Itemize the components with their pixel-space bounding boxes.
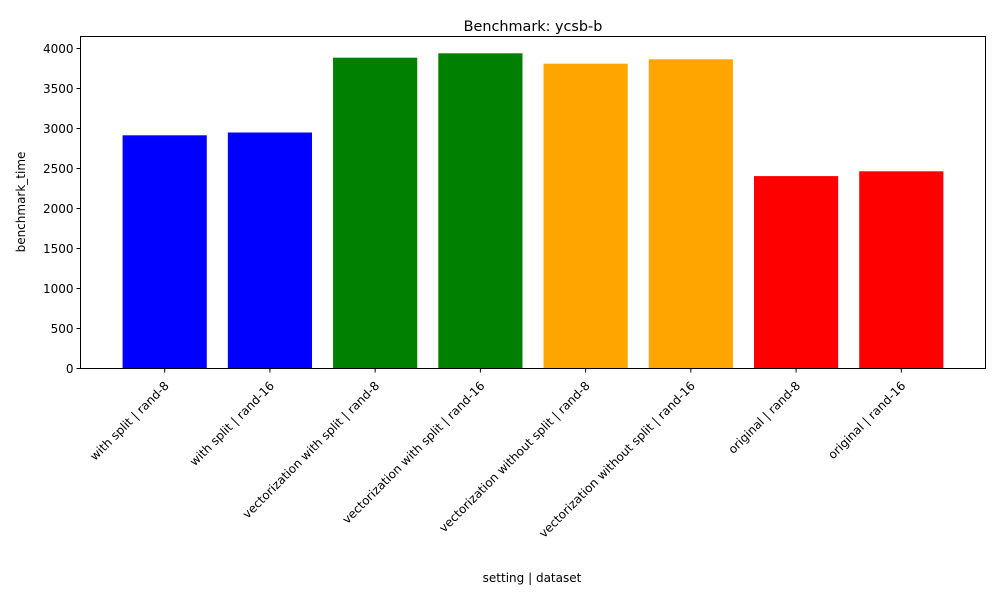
y-tick-label: 1500 xyxy=(43,242,74,256)
bar-6 xyxy=(648,59,733,369)
plot-area xyxy=(122,53,944,369)
chart-title: Benchmark: ycsb-b xyxy=(464,19,603,35)
y-tick-label: 3000 xyxy=(43,122,74,136)
y-tick-label: 4000 xyxy=(43,42,74,56)
bar-8 xyxy=(859,171,944,369)
plot-frame xyxy=(80,36,986,369)
x-axis-label: setting | dataset xyxy=(483,571,582,585)
y-tick-label: 3500 xyxy=(43,82,74,96)
x-tick-label: original | rand-8 xyxy=(725,379,803,457)
y-tick-label: 2000 xyxy=(43,202,74,216)
bar-2 xyxy=(227,132,313,369)
bar-4 xyxy=(438,53,523,369)
y-tick-label: 1000 xyxy=(43,282,74,296)
x-tick-label: with split | rand-16 xyxy=(187,379,277,469)
x-tick-label: original | rand-16 xyxy=(825,379,908,462)
bar-5 xyxy=(543,63,628,369)
y-tick-label: 500 xyxy=(51,322,74,336)
bar-7 xyxy=(753,176,839,369)
y-tick-label: 0 xyxy=(66,362,74,376)
y-axis-label: benchmark_time xyxy=(14,152,28,253)
bar-3 xyxy=(333,57,418,369)
bar-1 xyxy=(122,135,207,369)
x-tick-label: with split | rand-8 xyxy=(87,379,172,464)
y-tick-label: 2500 xyxy=(43,162,74,176)
